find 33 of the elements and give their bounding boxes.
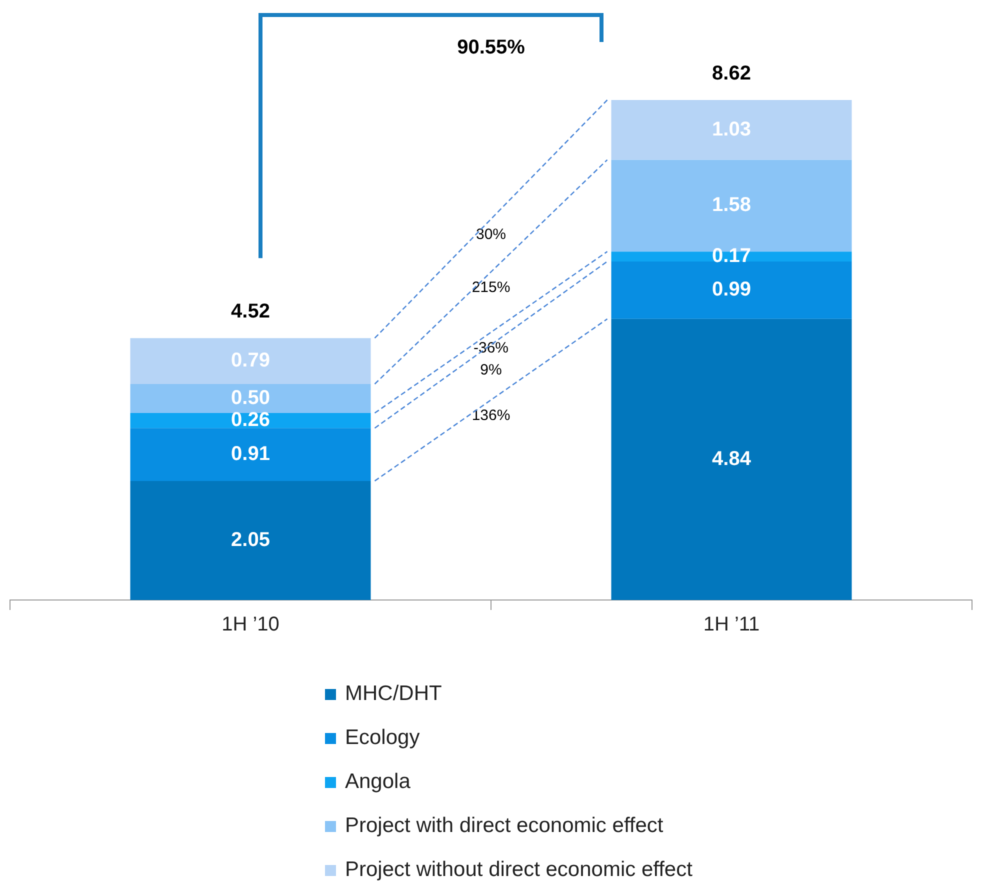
- legend-label: Angola: [345, 770, 410, 794]
- bar: [130, 338, 371, 384]
- total-label: 8.62: [712, 62, 751, 85]
- bar: [611, 100, 852, 160]
- annotation: 215%: [472, 279, 510, 296]
- legend-label: MHC/DHT: [345, 682, 442, 706]
- bar: [611, 318, 852, 600]
- data-label: 1.03: [712, 118, 751, 140]
- bar: [130, 413, 371, 428]
- x-tick-label: 1H ’11: [703, 614, 760, 636]
- data-label: 0.91: [231, 443, 270, 466]
- data-label: 0.79: [231, 350, 270, 372]
- bar: [130, 428, 371, 481]
- data-label: 2.05: [231, 528, 270, 551]
- bar: [130, 384, 371, 414]
- legend-label: Ecology: [345, 726, 420, 750]
- annotation: 136%: [472, 407, 510, 424]
- data-label: 0.17: [712, 245, 751, 268]
- text: 90.55%: [457, 36, 526, 59]
- annotation: -36%: [473, 339, 509, 356]
- legend-label: Project with direct economic effect: [345, 814, 664, 838]
- data-label: 0.99: [712, 278, 751, 301]
- legend-label: Project without direct economic effect: [345, 858, 692, 882]
- bar: [611, 261, 852, 319]
- total-label: 4.52: [231, 300, 270, 323]
- x-tick-label: 1H ’10: [222, 614, 280, 636]
- bar: [130, 480, 371, 600]
- data-label: 0.26: [231, 409, 270, 432]
- data-label: 1.58: [712, 194, 751, 216]
- annotation: 9%: [480, 361, 502, 378]
- data-label: 4.84: [712, 448, 752, 470]
- annotation: 30%: [476, 226, 506, 244]
- data-label: 0.50: [231, 387, 270, 410]
